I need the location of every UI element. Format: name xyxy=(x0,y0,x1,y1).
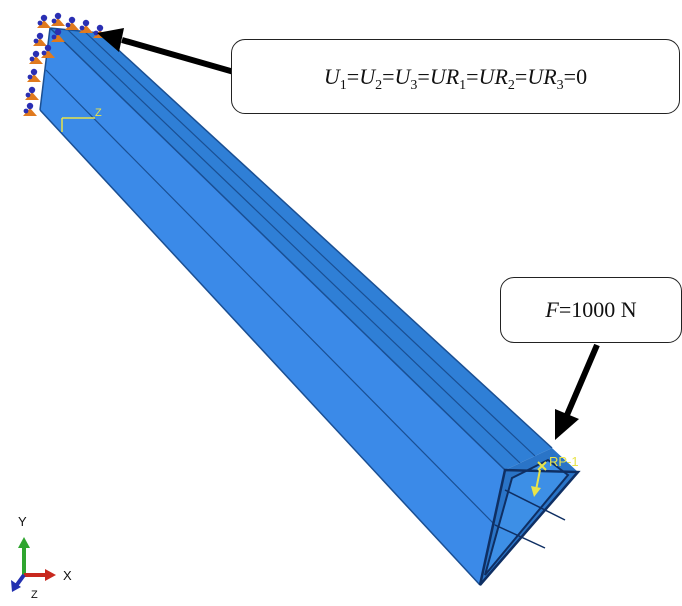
bc-variable: UR xyxy=(527,63,557,89)
encastre-node-icon xyxy=(33,38,39,44)
bc-variable: UR xyxy=(429,63,460,89)
global-axis-triad: Y X Z xyxy=(11,514,72,601)
force-callout-arrowhead-icon xyxy=(555,409,579,440)
fixed-end-csys: Z xyxy=(61,107,102,132)
beam-top-face xyxy=(50,28,552,470)
encastre-node-icon xyxy=(29,56,35,62)
beam-edge xyxy=(99,32,553,449)
triad-z-arrowhead-icon xyxy=(11,580,21,592)
bc-variable: UR xyxy=(478,63,508,89)
bc-callout-arrow xyxy=(121,37,235,75)
triad-x-arrowhead-icon xyxy=(45,569,56,581)
encastre-node-icon xyxy=(37,20,43,26)
encastre-triangle-icon xyxy=(33,38,47,46)
load-symbol: F xyxy=(545,297,559,322)
beam-end-diagonal xyxy=(504,489,566,521)
beam-edge xyxy=(83,30,536,457)
csys-z-label: Z xyxy=(95,107,102,119)
triad-z-axis xyxy=(14,573,26,588)
bc-equals: = xyxy=(563,63,577,89)
encastre-node-icon xyxy=(51,34,57,40)
beam-end-inner-opening xyxy=(484,458,570,576)
bc-equals: = xyxy=(382,63,395,89)
encastre-node-icon xyxy=(82,19,90,27)
encastre-node-icon xyxy=(79,25,85,31)
encastre-triangle-icon xyxy=(23,108,37,116)
encastre-node-icon xyxy=(44,44,52,52)
bc-subscript: 1 xyxy=(459,77,467,93)
encastre-triangle-icon xyxy=(29,56,43,64)
beam-edge xyxy=(39,27,51,111)
encastre-node-icon xyxy=(51,18,57,24)
load-arrow-head-icon xyxy=(531,486,541,497)
encastre-node-icon xyxy=(30,68,38,76)
encastre-node-icon xyxy=(96,24,104,32)
load-equals: = xyxy=(558,297,572,322)
beam-edge xyxy=(67,29,521,464)
triad-z-label: Z xyxy=(31,589,38,601)
bc-equals: = xyxy=(514,63,528,89)
boundary-condition-equation: U1=U2=U3=UR1=UR2=UR3=0 xyxy=(323,63,588,93)
bc-variable: U xyxy=(323,63,340,89)
fixed-support-symbols xyxy=(23,12,107,116)
bc-subscript: 2 xyxy=(507,77,515,93)
beam-side-face xyxy=(40,28,505,585)
bc-equals: = xyxy=(466,63,479,89)
beam-edge xyxy=(39,109,481,586)
load-equation: F=1000 N xyxy=(545,297,636,323)
encastre-triangle-icon xyxy=(51,34,65,42)
bc-variable: U xyxy=(359,63,376,89)
bc-callout-arrowhead-icon xyxy=(97,28,124,52)
triad-y-arrowhead-icon xyxy=(18,537,30,548)
beam-edge xyxy=(45,69,496,526)
boundary-condition-callout: U1=U2=U3=UR1=UR2=UR3=0 xyxy=(231,39,680,114)
encastre-triangle-icon xyxy=(79,25,93,33)
bc-value: 0 xyxy=(576,63,588,89)
encastre-node-icon xyxy=(65,22,71,28)
force-callout-arrow xyxy=(564,343,600,417)
triad-x-label: X xyxy=(63,568,72,583)
encastre-triangle-icon xyxy=(27,74,41,82)
bc-variable: U xyxy=(394,63,411,89)
bc-subscript: 3 xyxy=(556,77,564,93)
callout-arrows xyxy=(97,28,600,440)
encastre-triangle-icon xyxy=(51,18,65,26)
encastre-node-icon xyxy=(54,28,62,36)
encastre-node-icon xyxy=(26,102,34,110)
encastre-node-icon xyxy=(23,108,29,114)
bc-subscript: 2 xyxy=(375,77,383,93)
bc-subscript: 3 xyxy=(410,77,418,93)
encastre-triangle-icon xyxy=(41,50,55,58)
load-callout: F=1000 N xyxy=(500,277,682,343)
encastre-node-icon xyxy=(28,86,36,94)
encastre-node-icon xyxy=(27,74,33,80)
triad-y-label: Y xyxy=(18,514,27,529)
reference-point-marker-icon xyxy=(537,461,547,471)
reference-point-label: RP-1 xyxy=(549,454,579,469)
beam-end-diagonal xyxy=(494,524,546,549)
encastre-triangle-icon xyxy=(25,92,39,100)
encastre-node-icon xyxy=(40,14,48,22)
bc-subscript: 1 xyxy=(339,77,347,93)
box-beam xyxy=(39,27,581,586)
encastre-node-icon xyxy=(41,50,47,56)
load-arrow-shaft xyxy=(535,469,541,491)
encastre-node-icon xyxy=(54,12,62,20)
bc-equals: = xyxy=(417,63,430,89)
bc-equals: = xyxy=(346,63,360,89)
encastre-node-icon xyxy=(32,50,40,58)
beam-end-outline xyxy=(478,468,581,586)
encastre-triangle-icon xyxy=(65,22,79,30)
encastre-node-icon xyxy=(93,30,99,36)
encastre-node-icon xyxy=(25,92,31,98)
encastre-node-icon xyxy=(36,32,44,40)
encastre-triangle-icon xyxy=(37,20,51,28)
reference-point: RP-1 xyxy=(531,454,579,497)
beam-edge xyxy=(49,27,506,471)
encastre-node-icon xyxy=(68,16,76,24)
load-value: 1000 N xyxy=(571,297,637,322)
